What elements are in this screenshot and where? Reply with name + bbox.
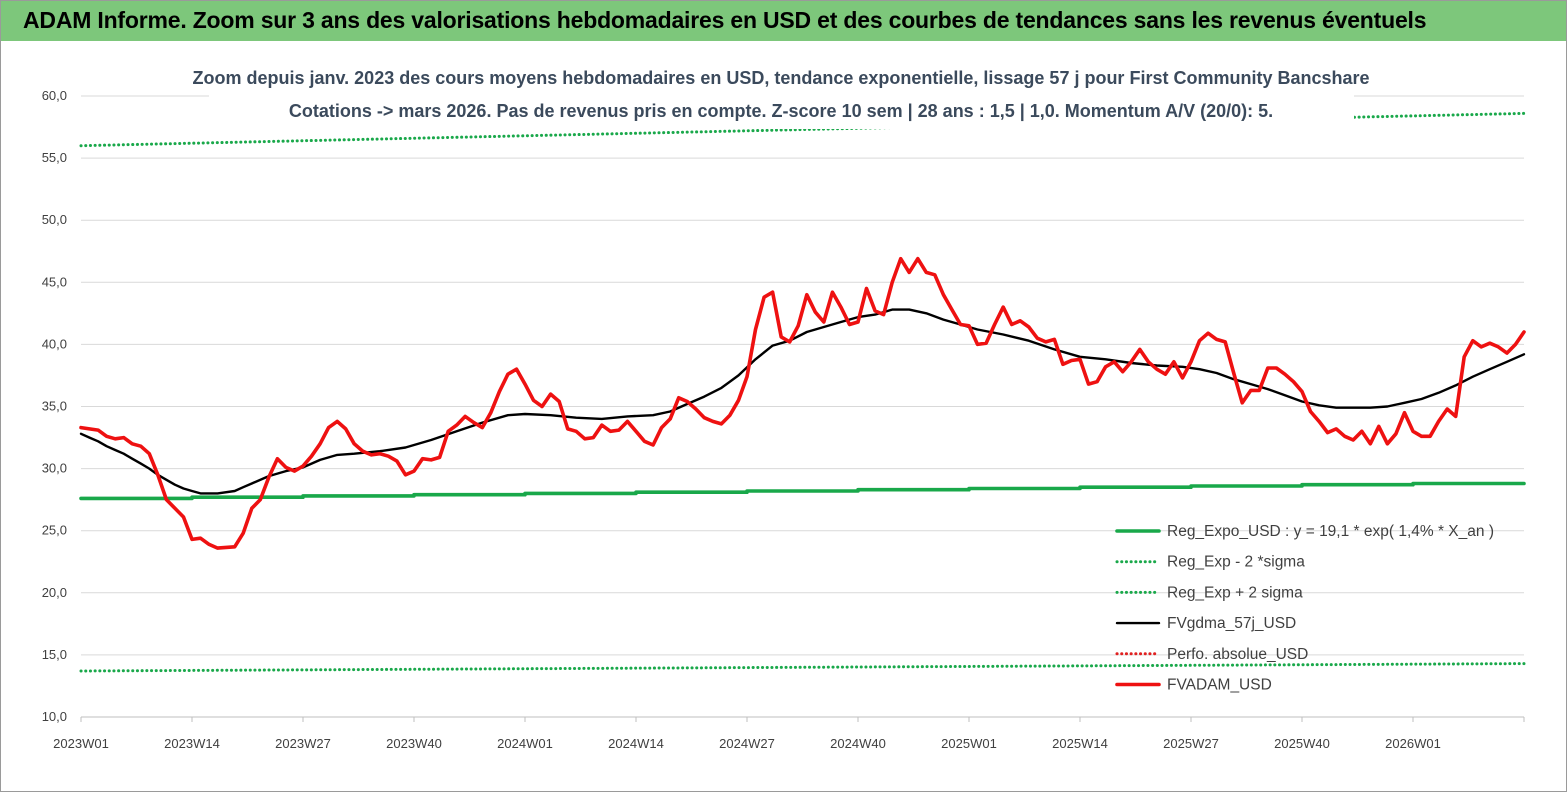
title-background xyxy=(209,59,1354,129)
series-line-reg-exp-2-sigma xyxy=(79,662,1526,673)
y-tick-label: 25,0 xyxy=(42,523,67,538)
y-tick-label: 35,0 xyxy=(42,399,67,414)
y-tick-label: 45,0 xyxy=(42,274,67,289)
x-tick-label: 2023W14 xyxy=(164,736,220,751)
report-banner: ADAM Informe. Zoom sur 3 ans des valoris… xyxy=(1,1,1566,41)
axes: 10,0 15,0 20,0 25,0 30,0 35,0 40,0 45,0 50,0 55,0… xyxy=(42,88,1525,751)
grid-lines xyxy=(81,95,1524,656)
x-tick-label: 2026W01 xyxy=(1385,736,1441,751)
legend-label-reg-exp-2-sigma: Reg_Exp + 2 sigma xyxy=(1167,584,1303,601)
x-tick-label: 2024W40 xyxy=(830,736,886,751)
report-title: ADAM Informe. Zoom sur 3 ans des valoris… xyxy=(23,7,1427,33)
legend-label-reg-expo-usd-y-19-1-exp-1-4-x-an: Reg_Expo_USD : y = 19,1 * exp( 1,4% * X_… xyxy=(1167,523,1494,540)
y-tick-label: 60,0 xyxy=(42,88,67,103)
x-tick-label: 2024W14 xyxy=(608,736,664,751)
series-layer xyxy=(79,111,1526,673)
y-tick-label: 50,0 xyxy=(42,212,67,227)
y-tick-label: 40,0 xyxy=(42,336,67,351)
x-tick-label: 2023W01 xyxy=(53,736,109,751)
y-tick-label: 20,0 xyxy=(42,585,67,600)
legend-label-fvadam-usd: FVADAM_USD xyxy=(1167,677,1272,694)
chart-subtitle: Cotations -> mars 2026. Pas de revenus p… xyxy=(289,101,1273,121)
series-line-fvadam-usd xyxy=(79,256,1526,550)
x-tick-label: 2024W27 xyxy=(719,736,775,751)
y-tick-label: 10,0 xyxy=(42,709,67,724)
chart-title-block: Zoom depuis janv. 2023 des cours moyens … xyxy=(192,59,1370,129)
legend: Reg_Expo_USD : y = 19,1 * exp( 1,4% * X_… xyxy=(1115,523,1494,694)
y-tick-label: 30,0 xyxy=(42,461,67,476)
chart-title: Zoom depuis janv. 2023 des cours moyens … xyxy=(192,68,1369,88)
x-tick-label: 2023W40 xyxy=(386,736,442,751)
x-tick-label: 2025W01 xyxy=(941,736,997,751)
x-tick-label: 2025W27 xyxy=(1163,736,1219,751)
legend-label-reg-exp-2-sigma: Reg_Exp - 2 *sigma xyxy=(1167,554,1305,571)
x-tick-label: 2025W14 xyxy=(1052,736,1108,751)
legend-label-fvgdma-57j-usd: FVgdma_57j_USD xyxy=(1167,615,1296,632)
series-line-reg-expo-usd-y-19-1-exp-1-4-x-an xyxy=(79,481,1526,501)
x-tick-label: 2023W27 xyxy=(275,736,331,751)
x-tick-label: 2024W01 xyxy=(497,736,553,751)
y-tick-label: 15,0 xyxy=(42,647,67,662)
x-tick-label: 2025W40 xyxy=(1274,736,1330,751)
legend-label-perfo-absolue-usd: Perfo. absolue_USD xyxy=(1167,646,1308,663)
y-tick-label: 55,0 xyxy=(42,150,67,165)
